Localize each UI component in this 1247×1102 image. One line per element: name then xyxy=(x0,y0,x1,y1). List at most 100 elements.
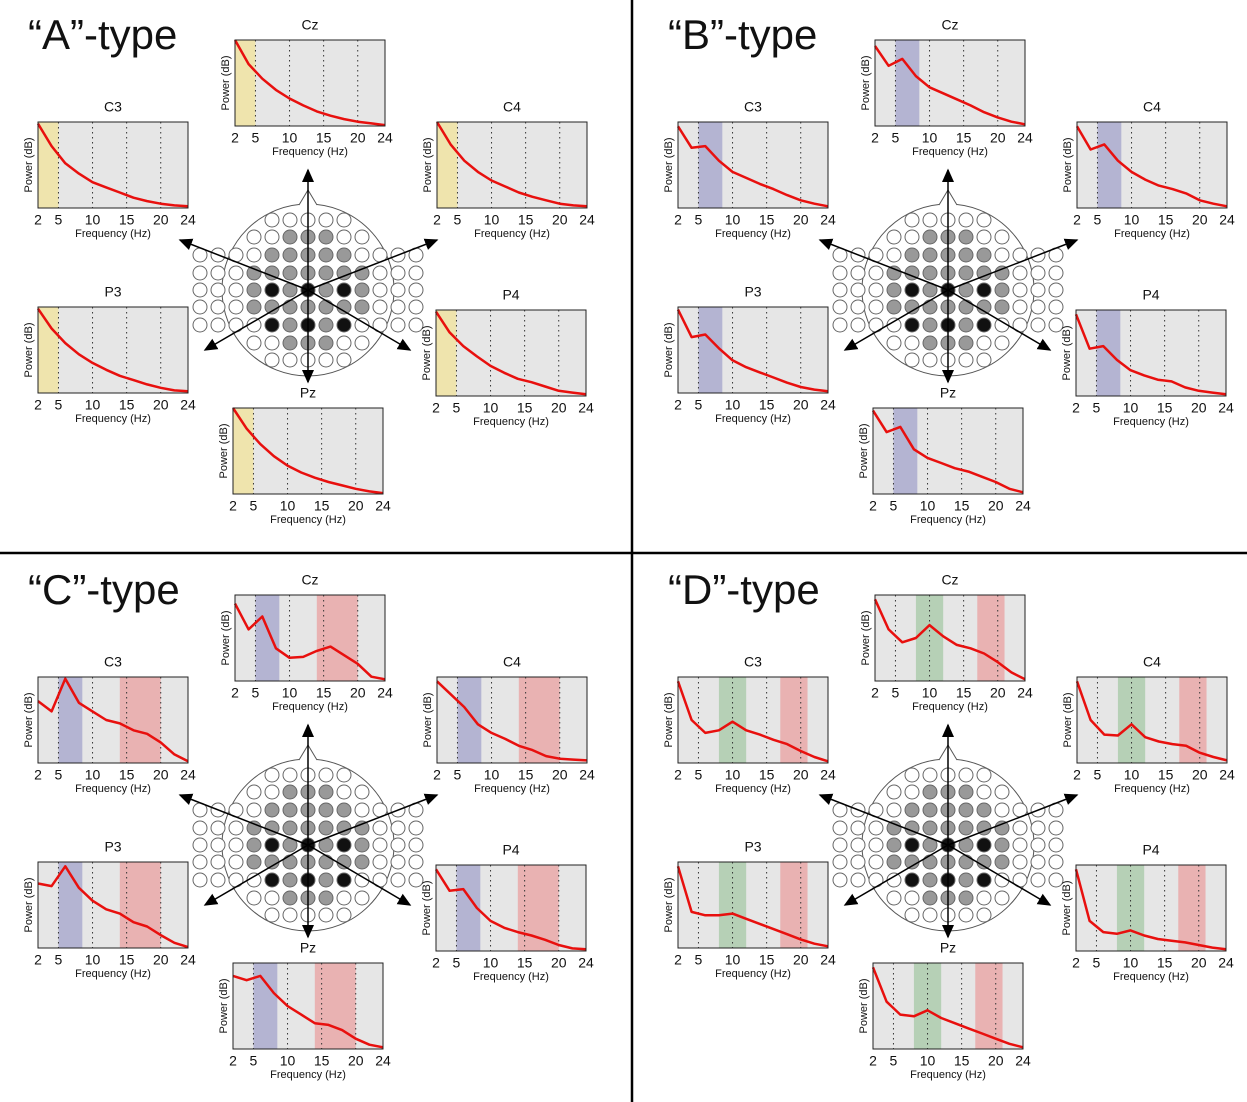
electrode xyxy=(264,352,280,368)
band xyxy=(457,677,482,763)
plot-title: P4 xyxy=(502,842,519,858)
electrode xyxy=(408,820,424,836)
electrode xyxy=(282,352,298,368)
electrode xyxy=(228,282,244,298)
electrode xyxy=(922,890,938,906)
band xyxy=(915,595,944,681)
electrode xyxy=(1048,265,1064,281)
electrode xyxy=(922,352,938,368)
electrode xyxy=(372,837,388,853)
plot-title: Cz xyxy=(941,17,958,33)
x-tick-label: 5 xyxy=(892,685,900,701)
electrode xyxy=(976,890,992,906)
electrode xyxy=(372,820,388,836)
band xyxy=(1116,865,1145,951)
electrode xyxy=(264,890,280,906)
x-tick-label: 24 xyxy=(180,767,196,783)
electrode xyxy=(354,299,370,315)
electrode xyxy=(336,872,352,888)
electrode xyxy=(922,212,938,228)
electrode xyxy=(850,299,866,315)
x-tick-label: 20 xyxy=(348,498,364,514)
band xyxy=(780,677,808,763)
electrode xyxy=(922,767,938,783)
electrode xyxy=(336,767,352,783)
electrode xyxy=(922,265,938,281)
spectrum-line xyxy=(434,868,587,951)
electrode xyxy=(408,299,424,315)
electrode xyxy=(264,335,280,351)
spectrum-line xyxy=(434,311,587,396)
electrode xyxy=(886,890,902,906)
x-tick-label: 5 xyxy=(453,955,461,971)
y-axis-label: Power (dB) xyxy=(421,880,433,935)
x-axis-label: Frequency (Hz) xyxy=(473,971,549,983)
x-tick-label: 2 xyxy=(871,685,879,701)
plot-title: C4 xyxy=(1143,654,1161,670)
electrode xyxy=(850,317,866,333)
electrode xyxy=(922,872,938,888)
x-tick-label: 20 xyxy=(153,397,169,413)
plot-frame xyxy=(677,861,829,949)
x-tick-label: 5 xyxy=(454,212,462,228)
x-axis-label: Frequency (Hz) xyxy=(474,783,550,795)
band xyxy=(119,677,161,763)
electrode xyxy=(922,784,938,800)
x-tick-label: 2 xyxy=(229,1053,237,1069)
electrode xyxy=(1012,265,1028,281)
electrode xyxy=(868,820,884,836)
x-tick-label: 5 xyxy=(1093,955,1101,971)
y-axis-label: Power (dB) xyxy=(218,423,230,478)
spectrum-line xyxy=(873,45,1026,126)
x-axis-label: Frequency (Hz) xyxy=(272,146,348,158)
y-axis-label: Power (dB) xyxy=(858,423,870,478)
plot-area xyxy=(235,40,385,126)
plot-frame xyxy=(677,676,829,764)
y-axis-label: Power (dB) xyxy=(422,692,434,747)
electrode xyxy=(958,247,974,263)
electrode xyxy=(318,265,334,281)
electrode xyxy=(192,299,208,315)
electrode xyxy=(408,317,424,333)
electrode xyxy=(318,854,334,870)
electrode xyxy=(868,282,884,298)
electrode xyxy=(832,820,848,836)
electrode xyxy=(390,872,406,888)
plot-title: Pz xyxy=(300,385,316,401)
x-tick-label: 5 xyxy=(1094,767,1102,783)
x-tick-label: 5 xyxy=(1093,400,1101,416)
x-tick-label: 10 xyxy=(483,400,499,416)
electrode xyxy=(994,247,1010,263)
x-tick-label: 24 xyxy=(1015,498,1031,514)
x-axis-label: Frequency (Hz) xyxy=(75,413,151,425)
electrode xyxy=(246,247,262,263)
electrode xyxy=(922,907,938,923)
panel-title: “D”-type xyxy=(668,566,820,613)
x-tick-label: 20 xyxy=(348,1053,364,1069)
electrode xyxy=(994,784,1010,800)
electrode xyxy=(922,299,938,315)
x-tick-label: 15 xyxy=(954,498,970,514)
spectrum-line xyxy=(436,680,588,762)
x-axis-label: Frequency (Hz) xyxy=(75,968,151,980)
electrode xyxy=(354,265,370,281)
electrode xyxy=(976,837,992,853)
electrode xyxy=(318,802,334,818)
electrode xyxy=(1030,820,1046,836)
electrode xyxy=(1030,299,1046,315)
plot-title: Cz xyxy=(301,572,318,588)
plot-frame xyxy=(872,407,1024,495)
electrode xyxy=(264,854,280,870)
x-tick-label: 10 xyxy=(280,498,296,514)
electrode xyxy=(832,872,848,888)
x-tick-label: 15 xyxy=(316,130,332,146)
electrode xyxy=(1012,299,1028,315)
x-tick-label: 24 xyxy=(180,952,196,968)
electrode xyxy=(318,872,334,888)
electrode xyxy=(958,872,974,888)
arrow xyxy=(203,844,309,906)
electrode xyxy=(228,837,244,853)
x-tick-label: 24 xyxy=(1017,685,1033,701)
x-tick-label: 10 xyxy=(725,212,741,228)
x-tick-label: 24 xyxy=(375,498,391,514)
